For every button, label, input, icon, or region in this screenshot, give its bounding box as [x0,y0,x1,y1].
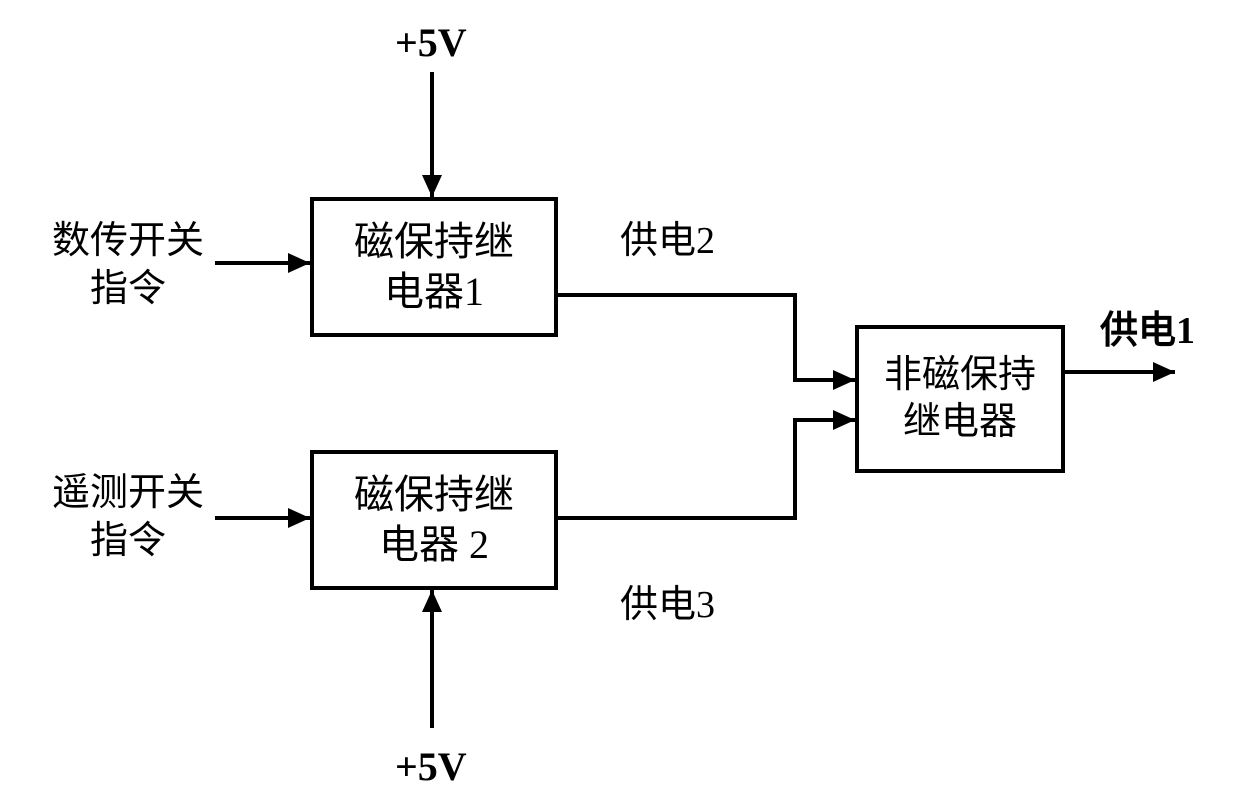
node-relay1-line2: 电器1 [384,267,484,317]
arrowhead-e-in1 [288,253,310,273]
node-relay1-line1: 磁保持继 [354,217,514,267]
edge-e-r2-out [558,420,855,518]
node-relay2-line2: 电器 2 [379,520,489,570]
node-relay3: 非磁保持继电器 [855,325,1065,473]
arrowhead-e-r1-out [833,370,855,390]
arrowhead-e-5v-bot [422,590,442,612]
label-in1-l1: 数传开关 [52,218,204,266]
diagram-canvas: 磁保持继电器1磁保持继电器 2非磁保持继电器+5V+5V数传开关指令遥测开关指令… [0,0,1240,806]
node-relay3-line1: 非磁保持 [884,352,1036,400]
label-in2-l2: 指令 [90,518,166,566]
node-relay3-line2: 继电器 [903,399,1017,447]
label-pwr3: 供电3 [620,582,715,630]
label-in2-l1: 遥测开关 [52,470,204,518]
label-plus5v-bottom: +5V [395,742,467,792]
label-plus5v-top: +5V [395,18,467,68]
node-relay1: 磁保持继电器1 [310,197,558,337]
label-pwr1: 供电1 [1100,308,1195,356]
label-in1-l2: 指令 [90,266,166,314]
arrowhead-e-r2-out [833,410,855,430]
arrowhead-e-5v-top [422,175,442,197]
arrowhead-e-in2 [288,508,310,528]
arrowhead-e-r3-out [1153,362,1175,382]
label-pwr2: 供电2 [620,218,715,266]
node-relay2-line1: 磁保持继 [354,470,514,520]
edge-e-r1-out [558,295,855,380]
node-relay2: 磁保持继电器 2 [310,450,558,590]
